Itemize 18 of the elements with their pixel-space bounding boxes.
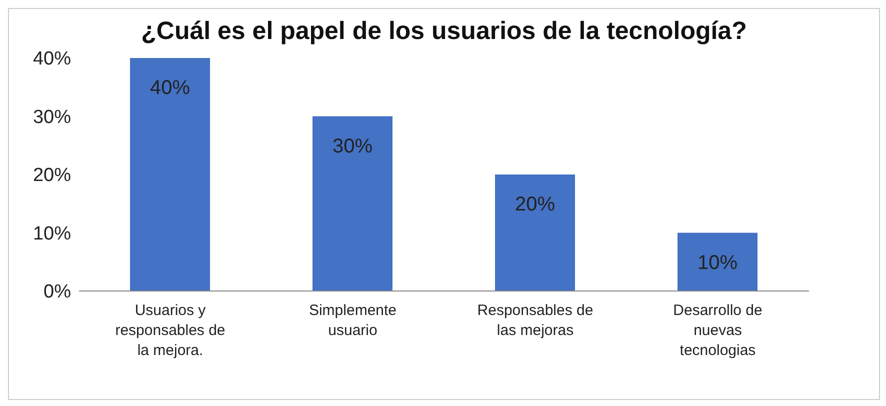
data-label: 30%	[332, 135, 373, 158]
x-tick-label: Responsables de las mejoras	[477, 302, 594, 339]
y-tick-label: 20%	[32, 165, 72, 186]
x-tick-label: Simplemente usuario	[308, 302, 397, 339]
y-tick-label: 40%	[32, 48, 72, 70]
y-tick-label: 0%	[44, 282, 72, 303]
bar	[312, 116, 392, 291]
x-tick-label: Desarrollo de nuevas tecnologias	[673, 302, 762, 359]
bar	[678, 232, 758, 291]
chart-title: ¿Cuál es el papel de los usuarios de la tecnología?	[140, 17, 748, 46]
data-label: 40%	[150, 77, 190, 100]
data-label: 20%	[514, 194, 556, 216]
data-label: 10%	[697, 252, 738, 274]
x-tick-label: Usuarios y responsables de la mejora.	[115, 302, 226, 359]
bar	[495, 174, 575, 291]
y-tick-label: 10%	[32, 223, 72, 244]
y-tick-label: 30%	[32, 106, 72, 128]
bar	[130, 58, 210, 291]
